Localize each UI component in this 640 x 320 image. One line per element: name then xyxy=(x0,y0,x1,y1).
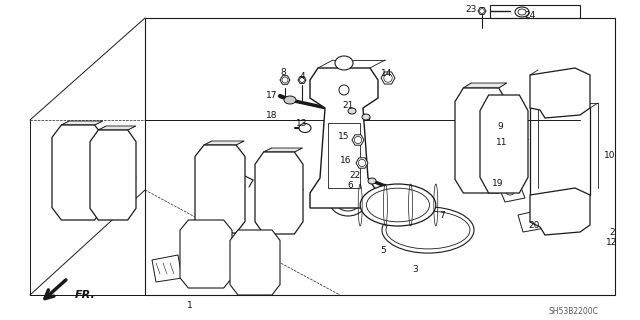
Polygon shape xyxy=(530,188,590,235)
Text: 5: 5 xyxy=(380,245,386,254)
Polygon shape xyxy=(298,76,306,84)
Text: FR.: FR. xyxy=(75,290,95,300)
Ellipse shape xyxy=(335,56,353,70)
Polygon shape xyxy=(204,141,244,145)
Text: 23: 23 xyxy=(465,4,477,13)
Ellipse shape xyxy=(335,189,361,211)
Text: 2: 2 xyxy=(609,228,615,236)
Text: 12: 12 xyxy=(606,237,618,246)
Polygon shape xyxy=(152,255,182,282)
Text: 17: 17 xyxy=(266,91,278,100)
Polygon shape xyxy=(280,76,290,84)
Polygon shape xyxy=(352,135,364,145)
Text: 3: 3 xyxy=(412,266,418,275)
Polygon shape xyxy=(381,72,395,84)
Text: 6: 6 xyxy=(347,180,353,189)
Ellipse shape xyxy=(506,189,514,195)
Polygon shape xyxy=(61,121,102,125)
Text: 14: 14 xyxy=(381,68,393,77)
Ellipse shape xyxy=(382,207,474,253)
Text: 15: 15 xyxy=(339,132,349,140)
Ellipse shape xyxy=(496,139,512,159)
Ellipse shape xyxy=(368,178,376,184)
Ellipse shape xyxy=(386,211,470,249)
Ellipse shape xyxy=(284,96,296,104)
Text: 24: 24 xyxy=(524,11,536,20)
Polygon shape xyxy=(52,125,104,220)
Ellipse shape xyxy=(249,264,261,277)
Text: 1: 1 xyxy=(187,300,193,309)
Text: 10: 10 xyxy=(604,150,616,159)
Ellipse shape xyxy=(272,193,286,209)
Ellipse shape xyxy=(518,9,526,15)
Polygon shape xyxy=(530,68,590,118)
Text: 11: 11 xyxy=(496,138,508,147)
Polygon shape xyxy=(356,158,368,168)
Polygon shape xyxy=(99,126,136,130)
Text: SH53B2200C: SH53B2200C xyxy=(548,308,598,316)
Text: 20: 20 xyxy=(528,220,540,229)
Polygon shape xyxy=(255,152,303,234)
Text: 22: 22 xyxy=(349,171,360,180)
Polygon shape xyxy=(478,8,486,14)
Polygon shape xyxy=(310,68,378,208)
Polygon shape xyxy=(90,130,136,220)
Ellipse shape xyxy=(200,255,212,269)
Ellipse shape xyxy=(213,189,227,207)
Text: 18: 18 xyxy=(266,110,278,119)
Text: 21: 21 xyxy=(342,100,354,109)
Text: 9: 9 xyxy=(497,122,503,131)
Text: 4: 4 xyxy=(299,71,305,81)
Ellipse shape xyxy=(329,184,367,216)
Text: 7: 7 xyxy=(439,211,445,220)
Ellipse shape xyxy=(348,108,356,114)
Polygon shape xyxy=(195,145,245,233)
Text: 8: 8 xyxy=(280,68,286,76)
Polygon shape xyxy=(500,185,525,202)
Polygon shape xyxy=(463,83,507,88)
Polygon shape xyxy=(264,148,302,152)
Polygon shape xyxy=(180,220,232,288)
Text: 13: 13 xyxy=(296,118,308,127)
Ellipse shape xyxy=(367,188,429,222)
Ellipse shape xyxy=(360,184,436,226)
Ellipse shape xyxy=(362,114,370,120)
Text: 19: 19 xyxy=(492,179,504,188)
Polygon shape xyxy=(480,95,528,193)
Polygon shape xyxy=(518,210,545,232)
Polygon shape xyxy=(505,125,525,140)
Ellipse shape xyxy=(299,124,311,132)
Text: 16: 16 xyxy=(340,156,352,164)
Ellipse shape xyxy=(339,85,349,95)
Ellipse shape xyxy=(515,7,529,17)
Polygon shape xyxy=(455,88,507,193)
Polygon shape xyxy=(230,230,280,295)
